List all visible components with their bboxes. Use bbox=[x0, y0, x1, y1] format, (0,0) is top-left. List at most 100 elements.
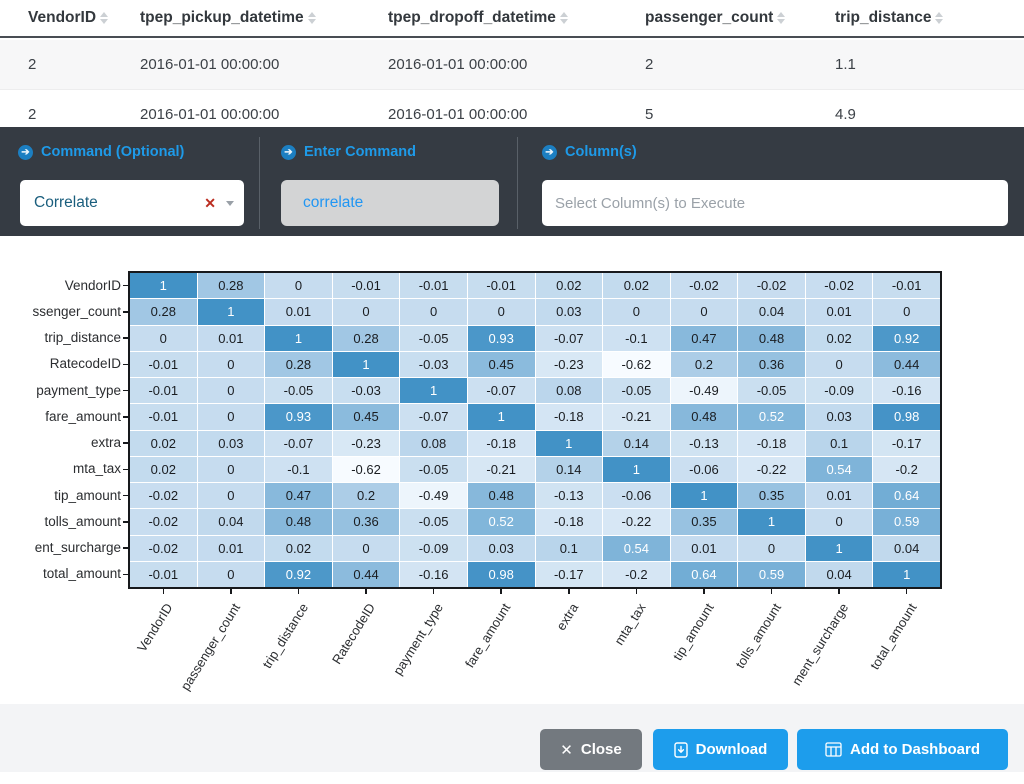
heatmap-cell: -0.18 bbox=[467, 430, 535, 456]
heatmap-cell: 0 bbox=[873, 299, 940, 325]
heatmap-cell: 0.08 bbox=[400, 430, 467, 456]
heatmap-cell: -0.09 bbox=[400, 535, 467, 561]
heatmap-cell: -0.22 bbox=[738, 456, 805, 482]
x-icon: ✕ bbox=[560, 741, 573, 759]
heatmap-cell: 0.01 bbox=[197, 325, 265, 351]
column-header-tpep_pickup_datetime[interactable]: tpep_pickup_datetime bbox=[140, 9, 388, 27]
table-cell: 2 bbox=[28, 106, 37, 123]
heatmap-cell: 0.48 bbox=[265, 509, 332, 535]
sort-arrows-icon bbox=[100, 12, 109, 24]
heatmap-cell: -0.23 bbox=[535, 351, 603, 377]
close-button[interactable]: ✕ Close bbox=[540, 729, 642, 770]
heatmap-cell: 0.03 bbox=[197, 430, 265, 456]
heatmap-cell: 1 bbox=[535, 430, 603, 456]
heatmap-cell: 0.04 bbox=[738, 299, 805, 325]
heatmap-cell: 1 bbox=[130, 273, 197, 299]
heatmap-cell: 0 bbox=[805, 351, 873, 377]
heatmap-cell: 1 bbox=[265, 325, 332, 351]
heatmap-cell: 0.04 bbox=[873, 535, 940, 561]
enter-command-input[interactable]: correlate bbox=[281, 180, 499, 226]
heatmap-cell: -0.21 bbox=[467, 456, 535, 482]
heatmap-cell: -0.06 bbox=[603, 483, 670, 509]
heatmap-cell: -0.05 bbox=[400, 456, 467, 482]
heatmap-cell: -0.07 bbox=[265, 430, 332, 456]
axis-tick bbox=[122, 547, 128, 549]
heatmap-x-label: passenger_count bbox=[177, 600, 244, 694]
heatmap-x-label: mta_tax bbox=[611, 600, 649, 648]
heatmap-cell: -0.62 bbox=[603, 351, 670, 377]
column-header-tpep_dropoff_datetime[interactable]: tpep_dropoff_datetime bbox=[388, 9, 645, 27]
add-to-dashboard-button[interactable]: Add to Dashboard bbox=[797, 729, 1008, 770]
heatmap-cell: 0.01 bbox=[805, 299, 873, 325]
axis-tick bbox=[122, 416, 128, 418]
heatmap-y-label: payment_type bbox=[36, 382, 121, 398]
heatmap-cell: -0.16 bbox=[400, 561, 467, 587]
heatmap-cell: -0.05 bbox=[400, 325, 467, 351]
chevron-down-icon[interactable] bbox=[226, 200, 234, 206]
heatmap-x-label: extra bbox=[553, 600, 582, 633]
heatmap-x-label: tolls_amount bbox=[732, 600, 784, 671]
heatmap-cell: 0.2 bbox=[670, 351, 738, 377]
enter-command-label: ➔ Enter Command bbox=[281, 144, 416, 160]
download-button-label: Download bbox=[695, 741, 768, 758]
heatmap-cell: 0.93 bbox=[467, 325, 535, 351]
heatmap-cell: -0.03 bbox=[332, 378, 400, 404]
columns-input[interactable] bbox=[542, 180, 1008, 226]
heatmap-cell: 0.01 bbox=[197, 535, 265, 561]
heatmap-cell: -0.05 bbox=[603, 378, 670, 404]
heatmap-cell: 0 bbox=[467, 299, 535, 325]
download-button[interactable]: Download bbox=[653, 729, 788, 770]
column-header-VendorID[interactable]: VendorID bbox=[28, 9, 140, 27]
heatmap-y-label: trip_distance bbox=[44, 330, 121, 346]
heatmap-cell: 0.02 bbox=[130, 430, 197, 456]
columns-label-text: Column(s) bbox=[565, 144, 637, 160]
arrow-circle-icon: ➔ bbox=[281, 144, 296, 160]
heatmap-cell: 0.64 bbox=[873, 483, 940, 509]
axis-tick bbox=[297, 589, 300, 594]
heatmap-cell: -0.49 bbox=[400, 483, 467, 509]
heatmap-cell: -0.02 bbox=[130, 483, 197, 509]
heatmap-cell: 0.02 bbox=[265, 535, 332, 561]
command-optional-label: ➔ Command (Optional) bbox=[18, 144, 184, 160]
command-optional-label-text: Command (Optional) bbox=[41, 144, 185, 160]
heatmap-cell: 0.08 bbox=[535, 378, 603, 404]
heatmap-cell: -0.13 bbox=[670, 430, 738, 456]
heatmap-cell: -0.01 bbox=[467, 273, 535, 299]
table-cell: 4.9 bbox=[835, 106, 856, 123]
heatmap-cell: 1 bbox=[670, 483, 738, 509]
clear-x-icon[interactable]: ✕ bbox=[204, 194, 216, 211]
heatmap-cell: 0 bbox=[670, 299, 738, 325]
axis-tick bbox=[122, 363, 128, 366]
heatmap-cell: -0.1 bbox=[603, 325, 670, 351]
heatmap-cell: 0.47 bbox=[265, 483, 332, 509]
heatmap-cell: 0.48 bbox=[738, 325, 805, 351]
heatmap-cell: 0 bbox=[197, 561, 265, 587]
table-cell: 2016-01-01 00:00:00 bbox=[140, 106, 280, 123]
heatmap-y-label: RatecodeID bbox=[49, 356, 121, 372]
heatmap-cell: 0.28 bbox=[265, 351, 332, 377]
heatmap-cell: 0 bbox=[197, 378, 265, 404]
heatmap-y-label: extra bbox=[90, 435, 121, 451]
axis-tick bbox=[635, 589, 638, 594]
heatmap-cell: 1 bbox=[197, 299, 265, 325]
axis-tick bbox=[703, 589, 705, 594]
command-dropdown[interactable]: Correlate ✕ bbox=[20, 180, 244, 226]
heatmap-grid: 1 0.28 0 -0.01 -0.01 -0.01 0.02 0.02 -0.02 -0.02-… bbox=[128, 271, 942, 589]
heatmap-cell: 0.14 bbox=[603, 430, 670, 456]
command-dropdown-value: Correlate bbox=[34, 194, 98, 211]
heatmap-cell: -0.05 bbox=[738, 378, 805, 404]
heatmap-cell: 0.28 bbox=[332, 325, 400, 351]
heatmap-cell: -0.01 bbox=[332, 273, 400, 299]
heatmap-cell: 0.59 bbox=[738, 561, 805, 587]
heatmap-cell: 0.14 bbox=[535, 456, 603, 482]
column-header-passenger_count[interactable]: passenger_count bbox=[645, 9, 835, 27]
enter-command-value: correlate bbox=[303, 194, 364, 211]
heatmap-cell: 0.44 bbox=[332, 561, 400, 587]
table-cell: 5 bbox=[645, 106, 654, 123]
heatmap-cell: 0.01 bbox=[805, 483, 873, 509]
column-header-trip_distance[interactable]: trip_distance bbox=[835, 9, 1024, 27]
heatmap-cell: -0.18 bbox=[738, 430, 805, 456]
heatmap-cell: -0.01 bbox=[873, 273, 940, 299]
heatmap-cell: 0.47 bbox=[670, 325, 738, 351]
heatmap-cell: -0.22 bbox=[603, 509, 670, 535]
